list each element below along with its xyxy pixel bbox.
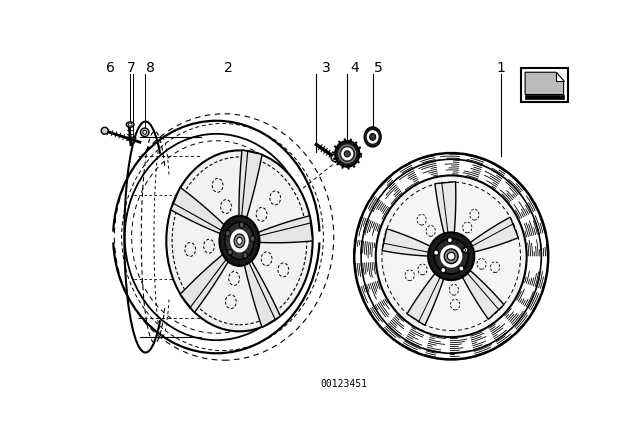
Ellipse shape bbox=[447, 237, 452, 243]
Polygon shape bbox=[244, 260, 280, 327]
Ellipse shape bbox=[435, 238, 468, 274]
Bar bbox=[520, 68, 568, 102]
Ellipse shape bbox=[464, 249, 467, 251]
Ellipse shape bbox=[166, 151, 312, 332]
Ellipse shape bbox=[440, 267, 446, 273]
Ellipse shape bbox=[449, 239, 451, 241]
Ellipse shape bbox=[243, 253, 248, 258]
Ellipse shape bbox=[459, 266, 464, 271]
Ellipse shape bbox=[231, 230, 248, 252]
Text: 8: 8 bbox=[147, 60, 156, 75]
Ellipse shape bbox=[234, 234, 245, 248]
Ellipse shape bbox=[376, 176, 527, 337]
Polygon shape bbox=[180, 254, 228, 313]
Polygon shape bbox=[461, 269, 504, 319]
Ellipse shape bbox=[369, 134, 376, 140]
Ellipse shape bbox=[126, 122, 134, 127]
Polygon shape bbox=[556, 72, 564, 82]
Polygon shape bbox=[435, 182, 456, 236]
Ellipse shape bbox=[447, 252, 455, 260]
Text: 5: 5 bbox=[374, 60, 383, 75]
Ellipse shape bbox=[344, 151, 350, 157]
Text: 00123451: 00123451 bbox=[320, 379, 367, 389]
Ellipse shape bbox=[435, 251, 438, 254]
Ellipse shape bbox=[428, 233, 474, 280]
Ellipse shape bbox=[442, 269, 445, 271]
Ellipse shape bbox=[335, 141, 360, 167]
Polygon shape bbox=[525, 95, 564, 99]
Ellipse shape bbox=[250, 236, 255, 241]
Polygon shape bbox=[407, 272, 444, 325]
Ellipse shape bbox=[237, 237, 242, 244]
Ellipse shape bbox=[441, 246, 461, 267]
Ellipse shape bbox=[228, 249, 232, 255]
Ellipse shape bbox=[331, 154, 340, 162]
Ellipse shape bbox=[463, 247, 468, 253]
Ellipse shape bbox=[444, 249, 458, 263]
Text: 1: 1 bbox=[497, 60, 506, 75]
Text: 4: 4 bbox=[351, 60, 359, 75]
Ellipse shape bbox=[460, 267, 463, 270]
Ellipse shape bbox=[239, 222, 244, 228]
Ellipse shape bbox=[128, 123, 132, 126]
Text: 3: 3 bbox=[322, 60, 331, 75]
Polygon shape bbox=[525, 72, 564, 95]
Polygon shape bbox=[171, 187, 225, 234]
Polygon shape bbox=[239, 150, 262, 218]
Ellipse shape bbox=[225, 222, 254, 259]
Polygon shape bbox=[382, 229, 432, 256]
Ellipse shape bbox=[101, 127, 108, 134]
Ellipse shape bbox=[143, 130, 147, 134]
Text: 6: 6 bbox=[106, 60, 115, 75]
Polygon shape bbox=[258, 216, 312, 243]
Polygon shape bbox=[468, 217, 518, 252]
Text: 7: 7 bbox=[127, 60, 136, 75]
Ellipse shape bbox=[433, 250, 439, 255]
Ellipse shape bbox=[339, 145, 356, 163]
Ellipse shape bbox=[367, 131, 378, 143]
Ellipse shape bbox=[364, 127, 381, 147]
Ellipse shape bbox=[342, 148, 353, 159]
Text: 2: 2 bbox=[223, 60, 232, 75]
Ellipse shape bbox=[225, 230, 230, 236]
Ellipse shape bbox=[220, 216, 259, 266]
Ellipse shape bbox=[141, 128, 149, 137]
